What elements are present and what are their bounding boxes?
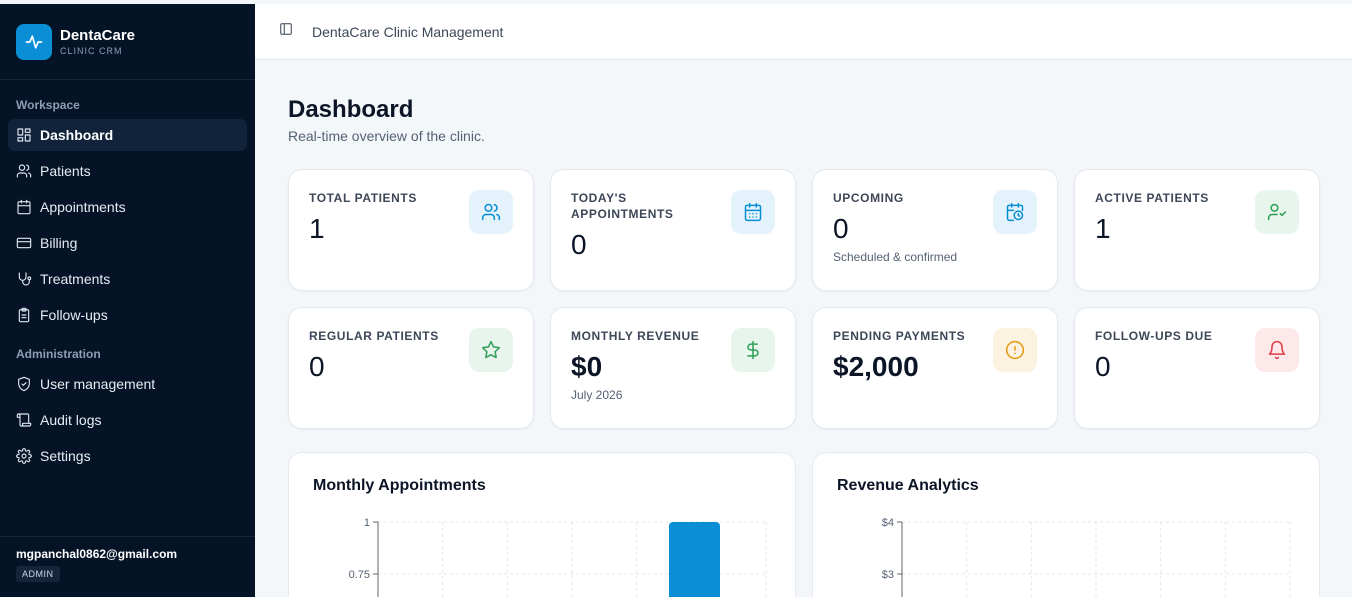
sidebar-item-dashboard[interactable]: Dashboard bbox=[8, 119, 247, 151]
stat-value: 0 bbox=[1095, 351, 1111, 382]
stat-card-total-patients: Total Patients 1 bbox=[288, 169, 534, 291]
stat-value: 0 bbox=[833, 213, 849, 244]
admin-nav: User management Audit logs Settings bbox=[0, 368, 255, 472]
sidebar-toggle-icon[interactable] bbox=[279, 22, 293, 41]
stat-note: Scheduled & confirmed bbox=[833, 250, 958, 264]
charts-row: Monthly Appointments 1 0.75 Revenue Analy… bbox=[288, 452, 1320, 597]
sidebar-item-treatments[interactable]: Treatments bbox=[8, 263, 247, 295]
workspace-nav: Dashboard Patients Appointments Billing … bbox=[0, 119, 255, 331]
alert-circle-icon bbox=[993, 328, 1037, 372]
sidebar-item-patients[interactable]: Patients bbox=[8, 155, 247, 187]
sidebar-item-label: Settings bbox=[40, 448, 91, 464]
sidebar-item-user-management[interactable]: User management bbox=[8, 368, 247, 400]
sidebar-item-label: Dashboard bbox=[40, 127, 114, 143]
role-badge: ADMIN bbox=[16, 566, 60, 582]
stat-card-pending-payments: Pending Payments $2,000 bbox=[812, 307, 1058, 429]
sidebar-item-follow-ups[interactable]: Follow-ups bbox=[8, 299, 247, 331]
stat-label: Follow-ups Due bbox=[1095, 329, 1213, 343]
stat-note: July 2026 bbox=[571, 388, 623, 402]
sidebar-item-label: Treatments bbox=[40, 271, 111, 287]
stat-value: 0 bbox=[571, 229, 587, 260]
dashboard-icon bbox=[16, 127, 32, 143]
dollar-icon bbox=[731, 328, 775, 372]
y-tick-label: $3 bbox=[882, 569, 894, 581]
monthly-appointments-panel: Monthly Appointments 1 0.75 bbox=[288, 452, 796, 597]
calendar-icon bbox=[731, 190, 775, 234]
main-content: Dashboard Real-time overview of the clin… bbox=[288, 60, 1320, 597]
clipboard-icon bbox=[16, 307, 32, 323]
y-tick-label: $4 bbox=[882, 517, 894, 529]
stat-card-todays-appointments: Today's Appointments 0 bbox=[550, 169, 796, 291]
stat-label: Total Patients bbox=[309, 191, 417, 205]
y-tick-label: 1 bbox=[364, 517, 370, 529]
page-subtitle: Real-time overview of the clinic. bbox=[288, 128, 485, 144]
sidebar-item-audit-logs[interactable]: Audit logs bbox=[8, 404, 247, 436]
scroll-icon bbox=[16, 412, 32, 428]
brand-name: DentaCare bbox=[60, 26, 136, 44]
sidebar-item-label: Patients bbox=[40, 163, 91, 179]
revenue-analytics-panel: Revenue Analytics $4 $3 bbox=[812, 452, 1320, 597]
stat-value: 0 bbox=[309, 351, 325, 382]
stat-label: Monthly Revenue bbox=[571, 329, 700, 343]
user-email: mgpanchal0862@gmail.com bbox=[16, 547, 178, 561]
users-icon bbox=[16, 163, 32, 179]
stat-value: 1 bbox=[1095, 213, 1111, 244]
sidebar-item-label: Billing bbox=[40, 235, 78, 251]
stat-label: Today's Appointments bbox=[571, 191, 674, 221]
topbar-title: DentaCare Clinic Management bbox=[312, 23, 504, 40]
stats-grid: Total Patients 1 Today's Appointments 0 … bbox=[288, 169, 1320, 429]
topbar: DentaCare Clinic Management bbox=[255, 4, 1352, 60]
shield-icon bbox=[16, 376, 32, 392]
panel-title: Revenue Analytics bbox=[837, 477, 979, 494]
appointments-bar bbox=[669, 522, 720, 597]
stat-value: $0 bbox=[571, 351, 603, 382]
activity-logo-icon bbox=[16, 23, 52, 60]
stat-card-upcoming: Upcoming 0 Scheduled & confirmed bbox=[812, 169, 1058, 291]
sidebar-item-appointments[interactable]: Appointments bbox=[8, 191, 247, 223]
stat-card-follow-ups-due: Follow-ups Due 0 bbox=[1074, 307, 1320, 429]
brand[interactable]: DentaCare CLINIC CRM bbox=[0, 4, 255, 80]
revenue-analytics-chart: $4 $3 bbox=[882, 517, 1291, 597]
y-tick-label: 0.75 bbox=[349, 569, 370, 581]
sidebar-item-settings[interactable]: Settings bbox=[8, 440, 247, 472]
sidebar-item-label: Audit logs bbox=[40, 412, 102, 428]
stat-card-regular-patients: Regular Patients 0 bbox=[288, 307, 534, 429]
calendar-icon bbox=[16, 199, 32, 215]
stat-card-monthly-revenue: Monthly Revenue $0 July 2026 bbox=[550, 307, 796, 429]
star-icon bbox=[469, 328, 513, 372]
administration-section-title: Administration bbox=[16, 347, 101, 361]
credit-card-icon bbox=[16, 235, 32, 251]
user-profile[interactable]: mgpanchal0862@gmail.com ADMIN bbox=[0, 536, 255, 592]
stat-value: $2,000 bbox=[833, 351, 919, 382]
stat-card-active-patients: Active Patients 1 bbox=[1074, 169, 1320, 291]
bell-icon bbox=[1255, 328, 1299, 372]
panel-title: Monthly Appointments bbox=[313, 477, 486, 494]
calendar-clock-icon bbox=[993, 190, 1037, 234]
sidebar-item-label: Appointments bbox=[40, 199, 126, 215]
stat-label: Upcoming bbox=[833, 191, 904, 205]
workspace-section-title: Workspace bbox=[16, 98, 80, 112]
stat-value: 1 bbox=[309, 213, 325, 244]
sidebar-item-billing[interactable]: Billing bbox=[8, 227, 247, 259]
sidebar-item-label: Follow-ups bbox=[40, 307, 108, 323]
stethoscope-icon bbox=[16, 271, 32, 287]
stat-label: Regular Patients bbox=[309, 329, 439, 343]
monthly-appointments-chart: 10.75 bbox=[349, 517, 767, 597]
brand-subtitle: CLINIC CRM bbox=[60, 45, 123, 56]
gear-icon bbox=[16, 448, 32, 464]
stat-label: Pending Payments bbox=[833, 329, 966, 343]
sidebar-item-label: User management bbox=[40, 376, 156, 392]
stat-label: Active Patients bbox=[1095, 191, 1209, 205]
sidebar: DentaCare CLINIC CRM Workspace Dashboard… bbox=[0, 4, 255, 597]
user-check-icon bbox=[1255, 190, 1299, 234]
users-icon bbox=[469, 190, 513, 234]
page-title: Dashboard bbox=[288, 96, 414, 123]
